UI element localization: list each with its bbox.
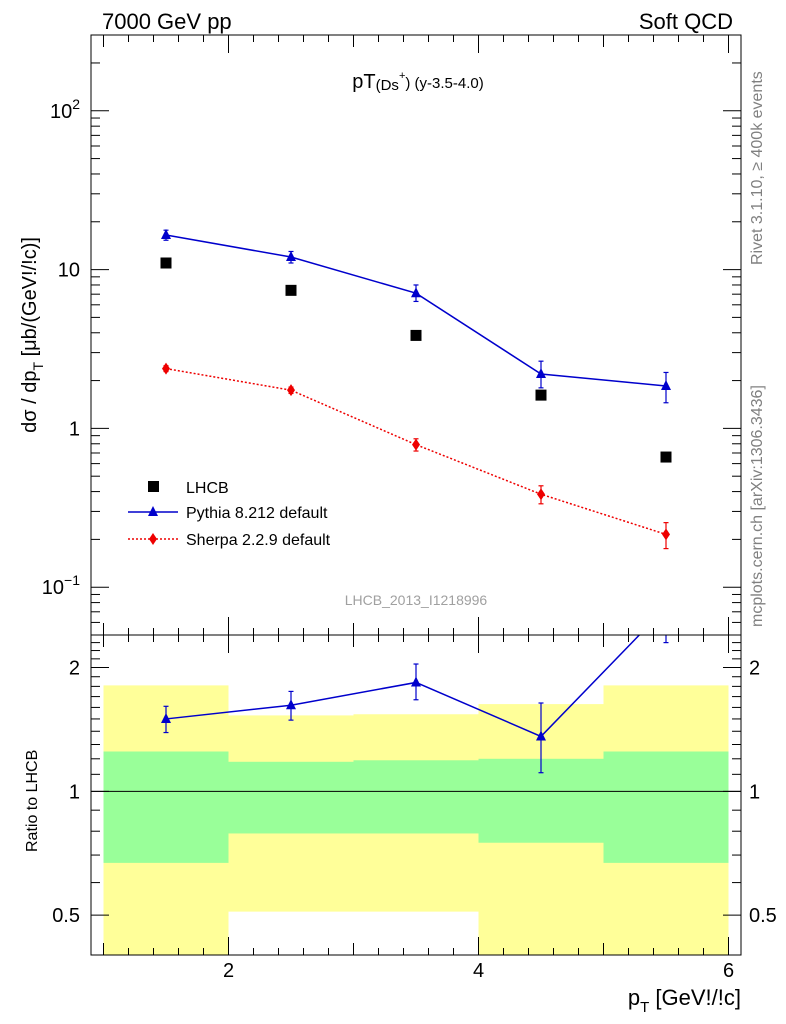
ratio-y-tick-label-right: 1 — [749, 781, 760, 803]
plot-title-main: pT — [352, 71, 375, 93]
legend-marker-pythia — [148, 506, 158, 516]
mc-point — [536, 730, 546, 741]
legend-label-sherpa: Sherpa 2.2.9 default — [186, 532, 331, 549]
inner-band — [103, 751, 229, 863]
ratio-plot-series — [161, 601, 671, 774]
mc-point — [286, 699, 296, 710]
mc-point — [286, 251, 296, 262]
rivet-label: Rivet 3.1.10, ≥ 400k events — [749, 71, 766, 265]
mc-point — [412, 438, 420, 451]
mc-point — [161, 712, 171, 723]
legend-marker-sherpa — [149, 533, 157, 545]
inner-band — [603, 751, 729, 863]
ratio-y-axis-label: Ratio to LHCB — [24, 750, 41, 852]
mc-point — [161, 229, 171, 240]
upper-y-label-main: dσ / dp — [19, 371, 41, 433]
x-tick-label: 2 — [223, 960, 234, 982]
x-tick-label: 6 — [723, 960, 734, 982]
data-point — [535, 389, 547, 401]
y-tick-label-1: 1 — [69, 418, 80, 440]
data-point — [160, 257, 172, 269]
plot-title-sub: (Ds — [376, 77, 399, 94]
sherpa-line — [165, 367, 667, 536]
x-label-unit: [GeV!/!c] — [649, 985, 741, 1010]
legend-label-pythia: Pythia 8.212 default — [186, 505, 328, 522]
plot-title-sup: + — [399, 70, 405, 82]
legend: LHCB Pythia 8.212 default Sherpa 2.2.9 d… — [128, 480, 331, 549]
upper-y-axis-label: dσ / dpT [μb/(GeV!/!c)] — [19, 237, 46, 433]
uncertainty-bands — [91, 685, 741, 955]
data-point — [660, 451, 672, 463]
ratio-y-tick-label-right: 0.5 — [749, 905, 777, 927]
legend-label-lhcb: LHCB — [186, 480, 229, 497]
y-tick-label-0-1: 10−1 — [42, 572, 80, 599]
y-tick-label-0-1-exp: −1 — [64, 572, 80, 588]
mc-point — [411, 287, 421, 298]
reference-id: LHCB_2013_I1218996 — [345, 592, 488, 608]
y-tick-label-100-base: 10 — [50, 101, 72, 123]
pythia-line — [165, 234, 667, 387]
mc-point — [287, 384, 295, 397]
mc-point — [661, 601, 671, 611]
x-label-sub: T — [640, 999, 649, 1016]
x-label-main: p — [628, 985, 640, 1010]
y-tick-label-100: 102 — [50, 96, 80, 123]
mc-point — [162, 362, 170, 375]
mc-point — [661, 379, 671, 390]
mc-point — [536, 368, 546, 379]
ratio-y-tick-label-left: 1 — [69, 781, 80, 803]
upper-y-label-unit: [μb/(GeV!/!c)] — [19, 237, 41, 362]
x-tick-label: 4 — [473, 960, 484, 982]
inner-band — [228, 761, 354, 834]
y-tick-label-10: 10 — [58, 260, 80, 282]
upper-y-label-sub: T — [30, 362, 46, 371]
ratio-y-tick-label-left: 2 — [69, 658, 80, 680]
data-point — [285, 284, 297, 296]
mc-point — [537, 488, 545, 501]
energy-label: 7000 GeV pp — [102, 9, 232, 34]
plot-title-rest: (y-3.5-4.0) — [410, 75, 483, 92]
y-tick-label-0-1-base: 10 — [42, 577, 64, 599]
inner-band — [353, 760, 479, 834]
data-point — [410, 329, 422, 341]
mc-point — [411, 676, 421, 687]
ratio-y-tick-label-right: 2 — [749, 658, 760, 680]
x-axis-label: pT [GeV!/!c] — [628, 985, 741, 1016]
main-plot-series — [160, 229, 672, 550]
ratio-y-tick-label-left: 0.5 — [52, 905, 80, 927]
axis-ticks — [91, 34, 741, 956]
mcplots-label: mcplots.cern.ch [arXiv:1306.3436] — [749, 385, 766, 627]
plot-title: pT(Ds+) (y-3.5-4.0) — [352, 70, 483, 94]
y-tick-label-100-exp: 2 — [72, 96, 80, 112]
legend-marker-lhcb — [148, 481, 159, 492]
process-label: Soft QCD — [639, 9, 733, 34]
plot-title-close: ) — [405, 75, 410, 92]
mc-point — [662, 528, 670, 541]
ratio-plot-frame — [90, 634, 742, 956]
